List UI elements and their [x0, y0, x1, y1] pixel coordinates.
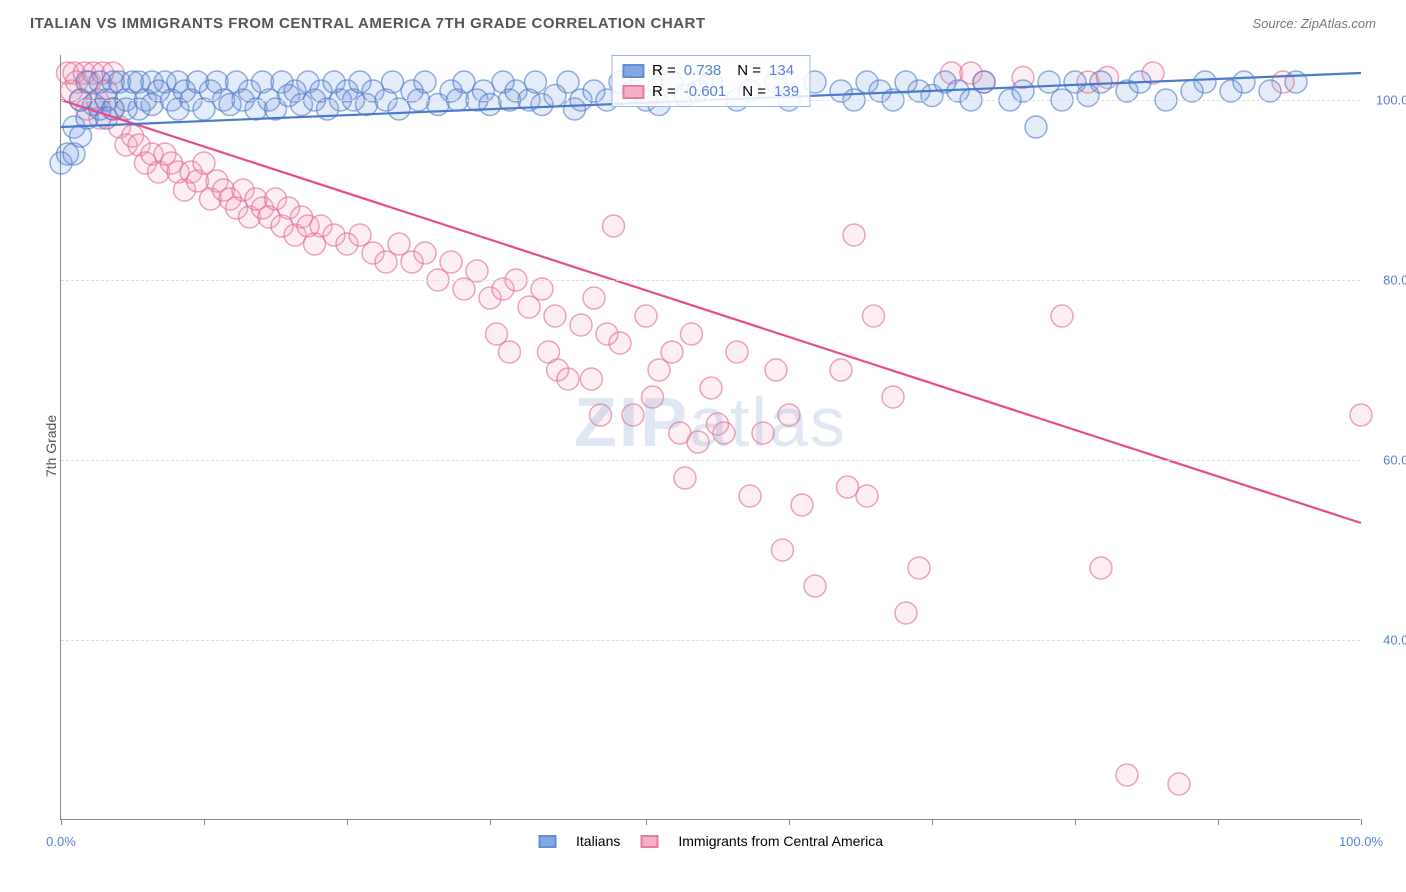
xtick-label: 100.0%	[1339, 834, 1383, 849]
ytick-label: 40.0%	[1383, 633, 1406, 648]
legend-swatch-pink	[640, 835, 658, 848]
xtick	[204, 819, 205, 825]
legend-swatch-blue	[622, 64, 644, 78]
xtick	[490, 819, 491, 825]
ytick-label: 80.0%	[1383, 273, 1406, 288]
series-legend: Italians Immigrants from Central America	[538, 833, 883, 849]
xtick	[932, 819, 933, 825]
gridline	[61, 280, 1360, 281]
legend-label-pink: Immigrants from Central America	[678, 833, 883, 849]
legend-swatch-pink	[622, 85, 644, 99]
n-value-blue: 134	[769, 62, 794, 79]
r-value-blue: 0.738	[684, 62, 722, 79]
xtick	[646, 819, 647, 825]
xtick-label: 0.0%	[46, 834, 76, 849]
xtick	[1361, 819, 1362, 825]
xtick	[789, 819, 790, 825]
ytick-label: 60.0%	[1383, 453, 1406, 468]
r-value-pink: -0.601	[684, 83, 727, 100]
xtick	[61, 819, 62, 825]
xtick	[1218, 819, 1219, 825]
chart-plot-area: ZIPatlas R = 0.738 N = 134 R = -0.601 N …	[60, 55, 1360, 820]
y-axis-label: 7th Grade	[43, 415, 59, 477]
gridline	[61, 640, 1360, 641]
ytick-label: 100.0%	[1376, 93, 1406, 108]
correlation-legend: R = 0.738 N = 134 R = -0.601 N = 139	[611, 55, 810, 107]
n-value-pink: 139	[774, 83, 799, 100]
chart-title: ITALIAN VS IMMIGRANTS FROM CENTRAL AMERI…	[30, 15, 706, 32]
legend-row-blue: R = 0.738 N = 134	[622, 60, 799, 81]
legend-swatch-blue	[538, 835, 556, 848]
legend-row-pink: R = -0.601 N = 139	[622, 81, 799, 102]
legend-label-blue: Italians	[576, 833, 620, 849]
scatter-plot-svg	[61, 55, 1360, 819]
xtick	[1075, 819, 1076, 825]
chart-source: Source: ZipAtlas.com	[1252, 16, 1376, 31]
gridline	[61, 460, 1360, 461]
xtick	[347, 819, 348, 825]
